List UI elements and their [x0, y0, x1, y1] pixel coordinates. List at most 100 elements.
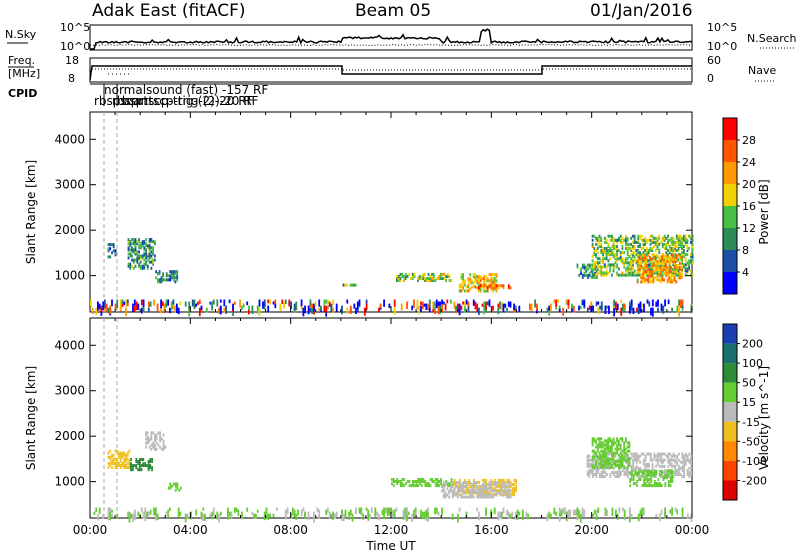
power-cell: [645, 270, 648, 274]
power-cell: [684, 238, 687, 242]
power-cell: [132, 240, 135, 244]
velocity-cell: [107, 509, 110, 516]
velocity-cell: [109, 449, 112, 453]
velocity-cell: [457, 487, 459, 491]
power-cell: [590, 267, 593, 271]
velocity-cell: [632, 468, 635, 472]
power-cell: [145, 256, 147, 260]
velocity-cell: [581, 513, 584, 518]
power-cell: [138, 244, 140, 248]
power-cell: [462, 281, 464, 285]
velocity-cell: [469, 491, 472, 495]
velocity-cell: [632, 476, 635, 479]
power-cell: [165, 272, 168, 276]
velocity-cell: [614, 463, 617, 467]
velocity-cell: [332, 511, 335, 521]
power-cell: [663, 260, 665, 263]
velocity-cell: [616, 513, 619, 520]
nsky-panel: N.Sky 10^5 10^0 10^5 10^0 N.Search: [5, 21, 797, 53]
power-cell: [658, 242, 661, 246]
velocity-cell: [427, 513, 429, 522]
power-cell: [639, 261, 641, 265]
power-cell: [670, 270, 672, 274]
velocity-cell: [591, 449, 594, 453]
power-cell: [396, 275, 398, 278]
velocity-cell: [464, 481, 466, 485]
power-cell: [659, 270, 662, 274]
power-cell: [478, 279, 480, 283]
power-cell: [129, 264, 132, 268]
power-cell: [132, 260, 135, 264]
power-cell: [679, 240, 682, 244]
power-cell: [353, 283, 355, 287]
power-cell: [107, 247, 110, 251]
power-cell: [195, 303, 198, 307]
velocity-cell: [417, 478, 420, 481]
nsky-tick-bottom: 10^0: [60, 40, 90, 53]
velocity-cell: [615, 513, 617, 519]
velocity-cell: [671, 478, 674, 481]
power-cell: [663, 234, 666, 238]
power-cell: [393, 305, 396, 315]
velocity-cell: [276, 507, 278, 511]
velocity-cell: [607, 443, 610, 447]
velocity-cell: [625, 451, 627, 455]
colorbar-swatch: [723, 421, 737, 442]
power-cell: [668, 245, 671, 248]
power-cell: [630, 271, 633, 275]
power-cell: [657, 270, 660, 274]
velocity-cell: [119, 453, 122, 457]
velocity-cell: [626, 449, 629, 453]
colorbar-tick-label: 200: [742, 338, 763, 351]
velocity-cell: [388, 507, 391, 516]
power-cell: [460, 305, 463, 311]
velocity-cell: [604, 507, 607, 516]
power-cell: [661, 266, 664, 270]
power-cell: [642, 266, 644, 270]
power-cell: [492, 305, 494, 311]
velocity-cell: [623, 445, 626, 449]
velocity-cell: [591, 457, 594, 461]
power-cell: [679, 268, 681, 272]
colorbar-swatch: [723, 363, 737, 383]
power-cell: [604, 236, 606, 240]
power-cell: [688, 259, 690, 263]
velocity-cell: [334, 513, 336, 519]
velocity-cell: [118, 455, 120, 459]
velocity-cell: [607, 463, 610, 467]
velocity-cell: [632, 458, 635, 462]
power-cell: [169, 307, 171, 314]
power-cell: [499, 301, 501, 309]
velocity-cell: [663, 468, 666, 472]
power-cell: [679, 274, 681, 278]
velocity-cell: [591, 471, 594, 474]
power-cell: [645, 272, 648, 276]
power-cell: [657, 266, 660, 270]
nsky-tick-top-right: 10^5: [707, 21, 737, 34]
velocity-cell: [130, 513, 133, 519]
velocity-cell: [653, 482, 656, 486]
velocity-cell: [434, 507, 436, 515]
velocity-cell: [660, 460, 663, 464]
velocity-cell: [511, 491, 514, 495]
power-cell: [635, 253, 638, 257]
power-cell: [645, 260, 648, 263]
velocity-cell: [598, 455, 601, 459]
velocity-cell: [609, 449, 611, 453]
power-cell: [670, 236, 673, 240]
power-cell: [661, 242, 664, 246]
power-cell: [684, 257, 687, 261]
velocity-cell: [263, 511, 266, 521]
velocity-cell: [679, 473, 682, 476]
velocity-cell: [679, 460, 682, 464]
power-cell: [342, 283, 345, 287]
velocity-cell: [626, 453, 629, 457]
velocity-cell: [481, 487, 484, 491]
power-cell: [302, 307, 305, 317]
power-cell: [341, 305, 343, 315]
velocity-cell: [159, 435, 161, 439]
power-cell: [242, 303, 245, 308]
x-tick-label: 12:00: [374, 523, 409, 537]
power-cell: [643, 255, 646, 259]
power-cell: [646, 251, 648, 255]
